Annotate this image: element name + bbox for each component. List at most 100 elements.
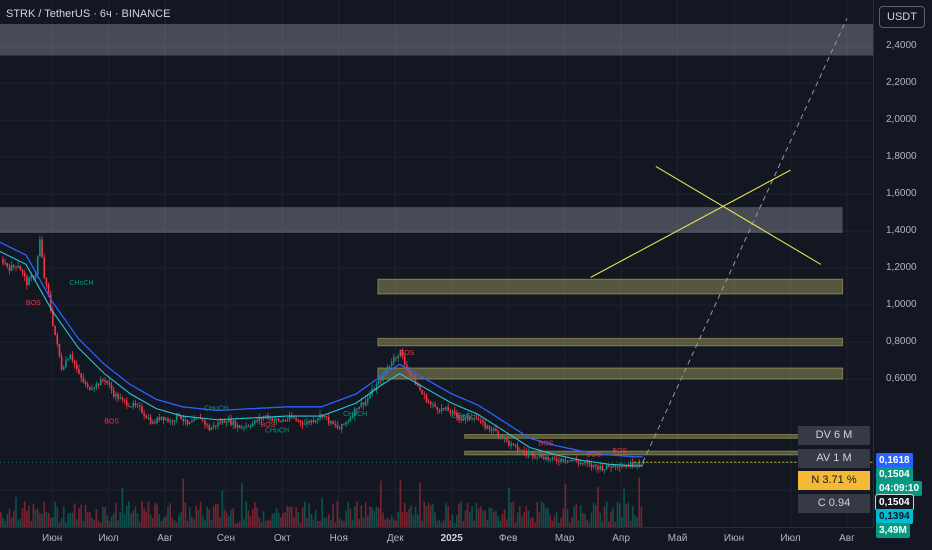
info-box: AV 1 M (798, 448, 870, 468)
volume-bar (538, 512, 541, 527)
volume-bar (8, 508, 11, 527)
structure-label: BOS (539, 441, 554, 448)
candle-body (188, 422, 191, 425)
time-tick-label: Фев (498, 533, 518, 544)
candle-body (30, 276, 33, 278)
candle-body (325, 416, 328, 418)
volume-bar (62, 506, 65, 527)
candle-body (56, 334, 59, 344)
volume-bar (288, 506, 291, 527)
time-tick-label: Сен (216, 533, 235, 544)
candle-body (503, 437, 506, 439)
structure-label: CHoCH (69, 280, 93, 287)
candle-body (295, 418, 297, 421)
time-axis[interactable]: Июн Июл Авг Сен Окт Ноя Дек 2025 Фев Мар Апр Май Июн… (0, 527, 873, 550)
candle-body (551, 457, 554, 459)
candle-body (195, 418, 198, 420)
volume-bar (577, 520, 580, 527)
candle-body (317, 418, 319, 421)
symbol-title[interactable]: STRK / TetherUS · 6ч · BINANCE (6, 8, 171, 20)
volume-bar (60, 518, 63, 527)
candle-body (364, 401, 367, 406)
currency-button[interactable]: USDT (879, 6, 925, 28)
candle-body (377, 379, 380, 384)
candle-body (104, 380, 106, 382)
volume-bar (251, 509, 254, 527)
target-zone (377, 278, 844, 295)
volume-bar (243, 519, 245, 527)
time-tick-label: Ноя (329, 533, 348, 544)
candle-body (47, 284, 50, 295)
candle-body (549, 458, 552, 460)
volume-bar (634, 515, 636, 527)
candle-body (286, 419, 289, 421)
volume-bar (249, 516, 252, 527)
volume-bar (529, 517, 532, 527)
candle-body (121, 397, 124, 400)
candle-body (52, 310, 54, 326)
volume-bar (325, 517, 328, 527)
candle-body (618, 466, 621, 468)
candle-body (125, 400, 128, 406)
candle-body (4, 263, 6, 265)
volume-bar (273, 512, 276, 527)
supply-zone (0, 24, 873, 56)
volume-bar (330, 520, 332, 527)
volume-bar (188, 507, 191, 527)
trend-line (590, 169, 791, 278)
time-tick-label: Июн (42, 533, 63, 544)
volume-bar (221, 490, 224, 527)
volume-bar (332, 503, 334, 527)
candle-body (82, 377, 85, 383)
volume-bar (503, 509, 506, 527)
candle-body (230, 418, 232, 425)
volume-bar (353, 506, 356, 527)
candle-body (301, 422, 304, 425)
candle-body (458, 416, 460, 420)
structure-label: CHoCH (343, 411, 367, 418)
volume-bar (21, 508, 24, 527)
volume-bar (193, 519, 195, 527)
candle-body (76, 364, 78, 370)
volume-bar (608, 521, 610, 527)
volume-bar (314, 510, 317, 527)
candle-body (97, 383, 100, 386)
time-tick-label: 2025 (440, 533, 463, 544)
structure-label: CHoCH (452, 413, 476, 420)
candle-body (542, 457, 545, 460)
candle-body (599, 465, 601, 470)
price-tick-label: 1,0000 (886, 299, 917, 311)
candle-body (631, 461, 634, 466)
volume-bar (258, 517, 261, 527)
candle-body (369, 394, 371, 399)
volume-bar (212, 506, 215, 527)
price-axis[interactable]: 2,4000 2,2000 2,0000 1,8000 1,6000 1,4000 1,20… (873, 0, 932, 527)
volume-bar (584, 513, 586, 527)
volume-bar (182, 478, 185, 527)
volume-bar (390, 515, 393, 527)
volume-bar (230, 510, 232, 527)
volume-bar (551, 520, 554, 527)
candle-body (532, 452, 534, 457)
candle-body (23, 272, 26, 277)
volume-bar (558, 522, 560, 527)
candle-body (421, 390, 423, 395)
volume-bar (152, 517, 154, 527)
candle-body (345, 422, 347, 425)
volume-bar (34, 509, 37, 527)
volume-bar (621, 517, 623, 527)
candle-body (362, 402, 365, 406)
candle-body (91, 388, 93, 390)
volume-bar (121, 487, 124, 527)
candle-body (273, 420, 276, 422)
price-tick-label: 1,6000 (886, 188, 917, 200)
volume-bar (429, 505, 432, 527)
volume-bar (419, 482, 421, 527)
price-tick-label: 2,0000 (886, 114, 917, 126)
time-tick-label: Апр (612, 533, 630, 544)
price-chart-plot[interactable]: BOSBOSBOSBOSBOSBOSBOSBOSCHoCHCHoCHCHoCHC… (0, 0, 873, 527)
candle-body (175, 413, 178, 421)
volume-bar (295, 507, 297, 527)
volume-bar (199, 501, 202, 527)
